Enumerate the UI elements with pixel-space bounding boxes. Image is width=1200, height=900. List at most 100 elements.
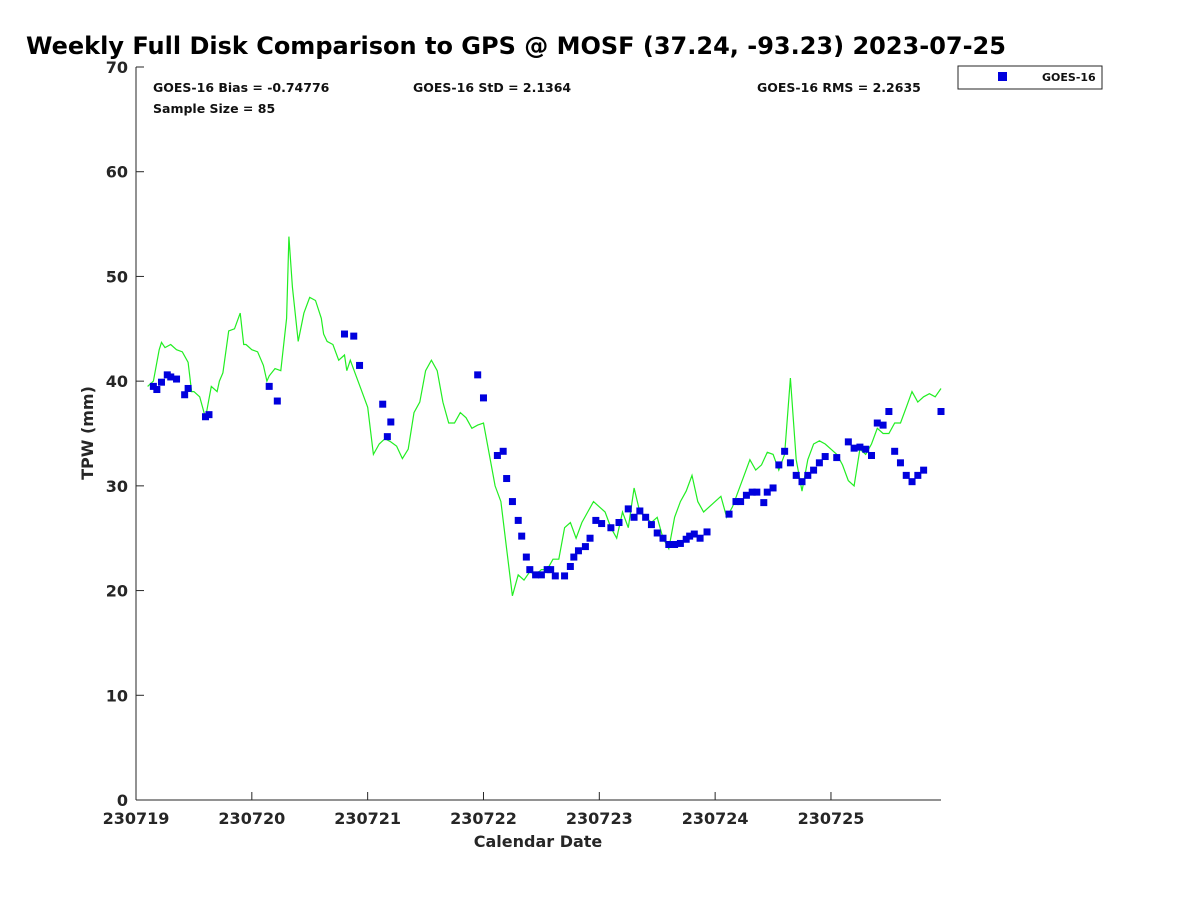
goes-point [350, 332, 358, 340]
goes-point [184, 384, 192, 392]
goes-point [624, 505, 632, 513]
goes-point [653, 529, 661, 537]
goes-point [781, 447, 789, 455]
goes-point [387, 418, 395, 426]
goes-point [844, 438, 852, 446]
goes-point [748, 488, 756, 496]
x-tick-label: 230719 [103, 809, 170, 828]
goes-point [561, 572, 569, 580]
goes-point [690, 530, 698, 538]
goes-point [775, 461, 783, 469]
plot-area [136, 67, 941, 800]
goes-point [760, 499, 768, 507]
goes-point [566, 562, 574, 570]
goes-point [592, 516, 600, 524]
goes-point [873, 419, 881, 427]
goes-point [908, 478, 916, 486]
y-tick-label: 70 [106, 58, 128, 77]
goes-point [181, 391, 189, 399]
goes-point [479, 394, 487, 402]
goes-point [153, 386, 161, 394]
goes-point [379, 400, 387, 408]
x-tick-label: 230720 [218, 809, 285, 828]
goes-point [173, 375, 181, 383]
goes-point [737, 498, 745, 506]
bias-stat: GOES-16 Bias = -0.74776 [153, 80, 330, 95]
goes-point [696, 534, 704, 542]
goes-point [671, 540, 679, 548]
goes-point [665, 540, 673, 548]
goes-point [607, 524, 615, 532]
goes-point [630, 513, 638, 521]
goes-point [205, 411, 213, 419]
goes-point [356, 361, 364, 369]
y-tick-label: 20 [106, 582, 128, 601]
goes-point [636, 507, 644, 515]
goes-point [526, 566, 534, 574]
goes-point [810, 466, 818, 474]
x-tick-label: 230725 [798, 809, 865, 828]
goes-point [833, 454, 841, 462]
goes-point [493, 451, 501, 459]
goes-point [514, 516, 522, 524]
y-tick-label: 60 [106, 163, 128, 182]
goes-point [503, 475, 511, 483]
goes-point [769, 484, 777, 492]
gps-line [147, 236, 942, 596]
goes-point [273, 397, 281, 405]
goes-point [647, 521, 655, 529]
goes-point [615, 519, 623, 527]
goes-point [732, 498, 740, 506]
goes-point [868, 451, 876, 459]
goes-point [659, 534, 667, 542]
goes-point [265, 382, 273, 390]
goes-point [896, 459, 904, 467]
goes-point [885, 408, 893, 416]
goes-series [149, 330, 945, 580]
goes-point [532, 571, 540, 579]
goes-point [850, 444, 858, 452]
goes-point [686, 532, 694, 540]
goes-point [914, 471, 922, 479]
gps-series [147, 236, 942, 596]
goes-point [792, 471, 800, 479]
goes-point [340, 330, 348, 338]
sample-size-stat: Sample Size = 85 [153, 101, 275, 116]
goes-point [499, 447, 507, 455]
goes-point [742, 491, 750, 499]
legend-label-goes: GOES-16 [1042, 71, 1096, 84]
y-tick-label: 50 [106, 267, 128, 286]
x-tick-label: 230723 [566, 809, 633, 828]
goes-point [798, 478, 806, 486]
goes-point [920, 466, 928, 474]
goes-point [804, 471, 812, 479]
goes-point [167, 373, 175, 381]
goes-point [937, 408, 945, 416]
legend-box [957, 65, 1103, 90]
goes-point [676, 539, 684, 547]
goes-point [522, 553, 530, 561]
goes-point [763, 488, 771, 496]
x-tick-label: 230721 [334, 809, 401, 828]
x-axis-label: Calendar Date [474, 832, 603, 851]
x-axis-ticks: 230719 230720 230721 230722 230723 230724 2307… [103, 792, 865, 828]
goes-point [879, 421, 887, 429]
goes-point [518, 532, 526, 540]
goes-point [753, 488, 761, 496]
goes-point [862, 445, 870, 453]
y-tick-label: 10 [106, 686, 128, 705]
legend-marker-goes [998, 72, 1007, 81]
goes-point [891, 447, 899, 455]
goes-point [474, 371, 482, 379]
x-tick-label: 230722 [450, 809, 517, 828]
std-stat: GOES-16 StD = 2.1364 [413, 80, 571, 95]
goes-point [581, 543, 589, 551]
goes-point [508, 498, 516, 506]
goes-point [786, 459, 794, 467]
goes-point [570, 553, 578, 561]
goes-point [586, 534, 594, 542]
chart-title: Weekly Full Disk Comparison to GPS @ MOS… [26, 32, 1006, 60]
goes-point [856, 443, 864, 451]
y-tick-label: 30 [106, 477, 128, 496]
